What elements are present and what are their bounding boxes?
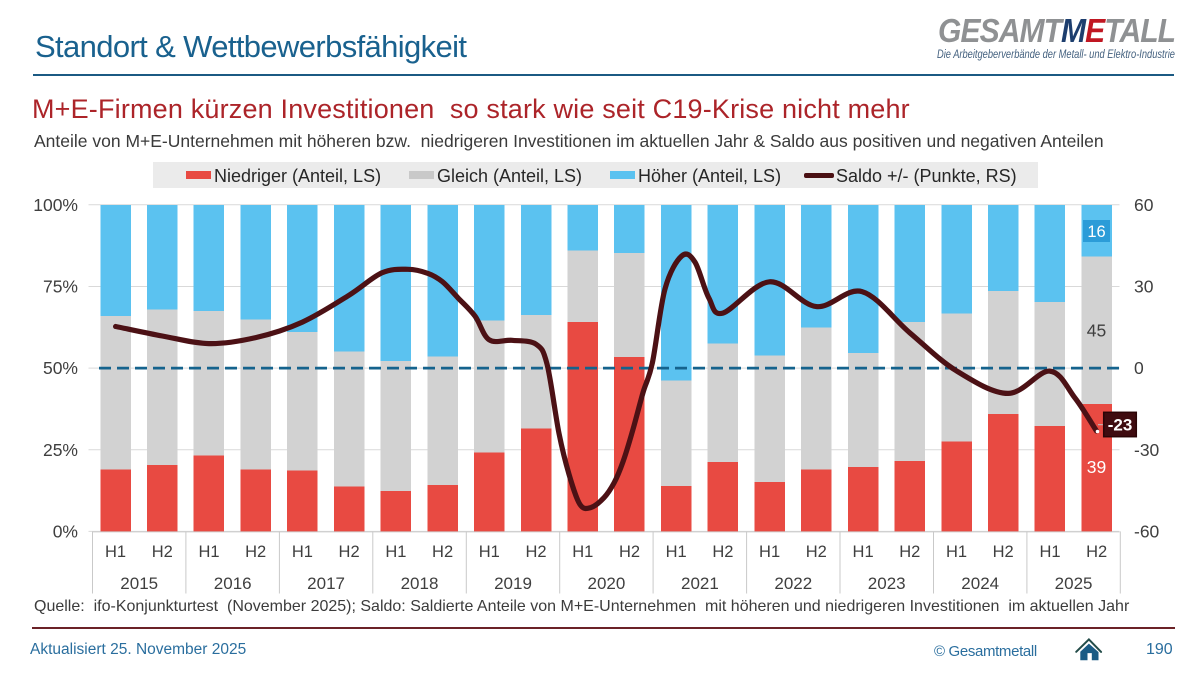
svg-text:2023: 2023: [868, 574, 906, 593]
svg-text:H2: H2: [899, 543, 920, 561]
svg-text:H1: H1: [572, 543, 593, 561]
svg-text:45: 45: [1087, 321, 1106, 341]
svg-text:H1: H1: [1039, 543, 1060, 561]
svg-text:H1: H1: [946, 543, 967, 561]
svg-text:H1: H1: [759, 543, 780, 561]
svg-text:H1: H1: [479, 543, 500, 561]
svg-text:2019: 2019: [494, 574, 532, 593]
svg-text:H1: H1: [385, 543, 406, 561]
svg-text:-23: -23: [1108, 416, 1133, 435]
svg-text:H2: H2: [152, 543, 173, 561]
svg-text:2016: 2016: [214, 574, 252, 593]
svg-text:2025: 2025: [1055, 574, 1093, 593]
svg-text:2022: 2022: [774, 574, 812, 593]
svg-text:H2: H2: [339, 543, 360, 561]
svg-text:H1: H1: [198, 543, 219, 561]
svg-text:2020: 2020: [587, 574, 625, 593]
svg-text:2018: 2018: [401, 574, 439, 593]
svg-text:2015: 2015: [120, 574, 158, 593]
svg-text:2021: 2021: [681, 574, 719, 593]
svg-text:39: 39: [1087, 457, 1106, 477]
svg-text:2024: 2024: [961, 574, 999, 593]
svg-text:H2: H2: [619, 543, 640, 561]
svg-text:H1: H1: [666, 543, 687, 561]
svg-text:H2: H2: [993, 543, 1014, 561]
svg-text:H1: H1: [105, 543, 126, 561]
svg-text:H2: H2: [1086, 543, 1107, 561]
svg-text:H2: H2: [525, 543, 546, 561]
svg-text:30: 30: [1134, 277, 1154, 297]
svg-text:0%: 0%: [53, 521, 78, 541]
svg-text:-60: -60: [1134, 521, 1160, 541]
svg-text:2017: 2017: [307, 574, 345, 593]
svg-text:16: 16: [1087, 223, 1105, 241]
svg-text:H2: H2: [245, 543, 266, 561]
svg-text:-30: -30: [1134, 440, 1160, 460]
svg-text:H1: H1: [853, 543, 874, 561]
svg-text:H2: H2: [806, 543, 827, 561]
svg-text:60: 60: [1134, 195, 1154, 215]
svg-text:75%: 75%: [43, 277, 78, 297]
svg-text:25%: 25%: [43, 440, 78, 460]
svg-text:100%: 100%: [33, 195, 78, 215]
svg-text:H2: H2: [432, 543, 453, 561]
svg-text:H2: H2: [712, 543, 733, 561]
svg-text:H1: H1: [292, 543, 313, 561]
svg-text:50%: 50%: [43, 358, 78, 378]
svg-text:0: 0: [1134, 358, 1144, 378]
